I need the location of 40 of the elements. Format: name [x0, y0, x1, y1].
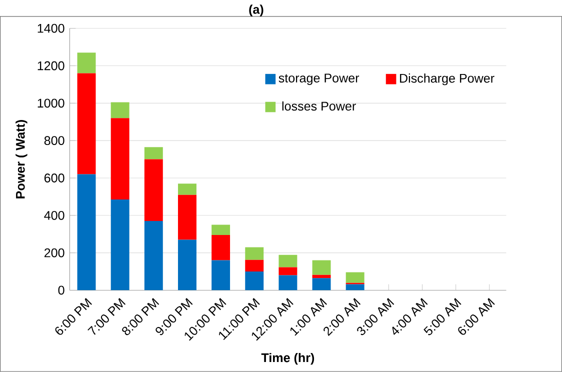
bar — [178, 184, 196, 195]
bar — [77, 73, 96, 174]
bar — [245, 247, 264, 260]
bar — [144, 159, 163, 222]
bar — [245, 260, 264, 272]
y-tick-label: 1200 — [38, 61, 64, 70]
bar — [110, 200, 130, 290]
bar — [178, 240, 196, 290]
bar — [212, 224, 230, 236]
bar — [278, 275, 298, 290]
y-tick-label: 800 — [44, 136, 64, 146]
y-tick-label: 1000 — [38, 98, 64, 108]
bar — [212, 235, 230, 260]
bar — [278, 267, 298, 276]
bar — [346, 284, 364, 290]
y-axis-title: Power ( Watt) — [16, 120, 28, 198]
bar — [278, 254, 298, 268]
bar — [77, 174, 96, 290]
bar — [312, 260, 331, 275]
bar — [212, 260, 230, 290]
bar — [178, 194, 196, 240]
x-axis-title: Time (hr) — [261, 353, 314, 365]
bar — [312, 278, 331, 290]
y-tick-label: 600 — [44, 174, 64, 183]
bar — [110, 118, 130, 200]
bar — [245, 272, 264, 290]
y-tick-label: 0 — [58, 286, 64, 295]
y-tick-label: 1400 — [38, 24, 64, 33]
bar — [144, 221, 163, 290]
legend-label: storage Power — [278, 74, 360, 86]
bar — [110, 102, 130, 118]
y-tick-label: 200 — [44, 248, 64, 258]
y-tick-label: 400 — [44, 211, 64, 220]
chart-title: (a) — [249, 4, 264, 16]
bar — [77, 52, 96, 74]
bar — [144, 147, 163, 160]
bar — [346, 272, 364, 284]
bar — [312, 274, 331, 278]
legend-label: losses Power — [282, 101, 356, 111]
legend-label: Discharge Power — [400, 74, 494, 86]
